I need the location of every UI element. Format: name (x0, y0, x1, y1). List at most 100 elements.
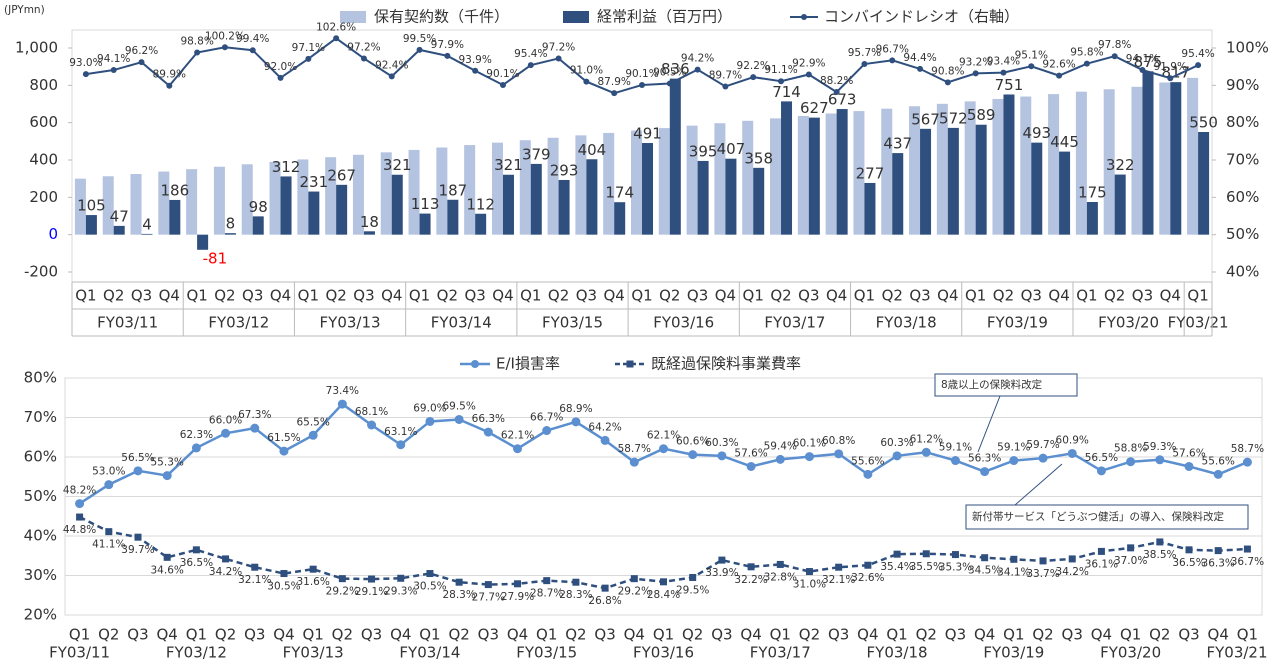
bar (408, 149, 420, 235)
data-label: 69.5% (442, 400, 475, 412)
x-tick-label: Q3 (127, 626, 148, 644)
point (1010, 555, 1018, 563)
x-tick-label: Q1 (419, 626, 440, 644)
data-label: 33.7% (1026, 568, 1059, 580)
ratio-point (611, 90, 618, 97)
point (660, 578, 667, 586)
x-tick-label: Q2 (799, 626, 820, 644)
bar (964, 101, 976, 235)
ratio-point (360, 55, 367, 62)
point (863, 469, 873, 479)
point (514, 580, 522, 588)
group-label: FY03/17 (750, 644, 811, 662)
bar (158, 171, 170, 235)
x-tick-label: Q1 (743, 287, 764, 305)
point (950, 456, 960, 466)
bar (169, 199, 181, 235)
bar (130, 174, 142, 235)
bar (224, 233, 236, 235)
data-label: 55.6% (1202, 455, 1235, 467)
point (689, 573, 697, 581)
data-label: 67.3% (238, 409, 271, 421)
point (717, 451, 727, 461)
point (630, 575, 638, 583)
bar (575, 135, 587, 235)
data-label: 18 (360, 213, 379, 231)
ratio-point (221, 44, 228, 51)
group-label: FY03/11 (49, 644, 110, 662)
data-label: 550 (1189, 114, 1218, 132)
data-label: 627 (800, 99, 829, 117)
bar (614, 202, 626, 235)
group-label: FY03/13 (320, 314, 381, 332)
data-label: 96.7% (876, 43, 909, 55)
bar (419, 213, 431, 235)
x-tick-label: Q3 (711, 626, 732, 644)
data-label: 47 (110, 207, 129, 225)
data-label: 95.4% (1181, 48, 1214, 60)
data-label: 61.2% (910, 433, 943, 445)
x-tick-label: Q2 (1104, 287, 1125, 305)
x-tick-label: Q2 (437, 287, 458, 305)
data-label: 312 (272, 158, 301, 176)
data-label: 100.2% (205, 30, 245, 42)
x-tick-label: Q1 (536, 626, 557, 644)
x-tick-label: Q3 (478, 626, 499, 644)
point (1039, 557, 1047, 565)
point (221, 428, 231, 438)
x-tick-label: Q4 (624, 626, 645, 644)
ratio-point (472, 67, 479, 74)
bar (825, 113, 837, 235)
data-label: 66.0% (209, 414, 242, 426)
x-tick-label: Q1 (965, 287, 986, 305)
bar (742, 120, 754, 235)
ratio-point (694, 66, 701, 73)
data-label: 293 (550, 161, 579, 179)
data-label: 493 (1022, 124, 1051, 142)
point (483, 427, 493, 437)
data-label: 90.8% (931, 65, 964, 77)
x-tick-label: Q2 (325, 287, 346, 305)
x-tick-label: Q3 (1132, 287, 1153, 305)
data-label: 36.5% (1172, 557, 1205, 569)
bar (336, 184, 348, 235)
point (600, 435, 610, 445)
ratio-point (388, 73, 395, 80)
point (747, 563, 755, 571)
data-label: 97.2% (347, 41, 380, 53)
group-label: FY03/13 (283, 644, 344, 662)
bar (380, 152, 392, 235)
data-label: 93.4% (987, 56, 1020, 68)
data-label: 94.4% (903, 52, 936, 64)
x-tick-label: Q1 (520, 287, 541, 305)
bar (113, 225, 125, 235)
group-label: FY03/18 (876, 314, 937, 332)
data-label: 95.4% (514, 48, 547, 60)
bar (725, 158, 737, 235)
group-label: FY03/18 (867, 644, 928, 662)
bar (770, 118, 782, 235)
plot-border (64, 377, 1263, 616)
data-label: 105 (77, 197, 106, 215)
group-label: FY03/12 (166, 644, 227, 662)
x-tick-label: Q4 (715, 287, 736, 305)
point (163, 553, 171, 561)
x-tick-label: Q4 (974, 626, 995, 644)
data-label: 404 (578, 141, 607, 159)
x-tick-label: Q3 (687, 287, 708, 305)
bar (1131, 86, 1143, 235)
ratio-point (889, 57, 896, 64)
data-label: 36.7% (1231, 556, 1264, 568)
bar (197, 234, 209, 250)
x-tick-label: Q4 (492, 287, 513, 305)
bar (1003, 94, 1015, 235)
data-label: 94.1% (97, 53, 130, 65)
data-label: 187 (439, 181, 468, 199)
bar (586, 159, 598, 235)
point (280, 570, 288, 578)
x-tick-label: Q1 (69, 626, 90, 644)
ratio-point (639, 81, 645, 88)
legend-swatch (563, 11, 589, 23)
bar (753, 167, 765, 235)
data-label: 62.3% (180, 429, 213, 441)
